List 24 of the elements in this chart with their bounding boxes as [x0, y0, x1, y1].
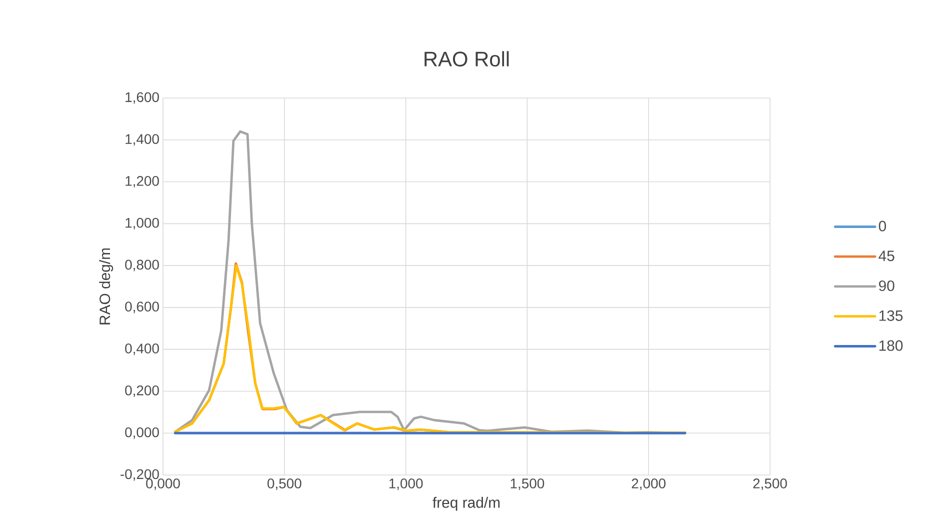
y-tick-label: 1,400: [126, 134, 159, 146]
x-tick-label: 1,000: [389, 478, 423, 490]
legend-label: 45: [878, 250, 894, 262]
legend-label: 90: [878, 280, 894, 292]
legend-label: 0: [878, 220, 886, 232]
x-axis-title: freq rad/m: [432, 496, 500, 511]
x-tick-label: 0,000: [146, 478, 180, 490]
x-tick-label: 0,500: [268, 478, 302, 490]
x-tick-label: 2,500: [753, 478, 787, 490]
y-tick-label: 0,400: [125, 344, 159, 356]
x-tick-label: 1,500: [510, 478, 544, 490]
y-axis-title: RAO deg/m: [99, 248, 114, 324]
y-tick-label: 0,200: [125, 385, 159, 397]
chart-title: RAO Roll: [424, 51, 509, 66]
y-tick-label: 0,600: [125, 302, 159, 314]
y-tick-label: -0,200: [120, 469, 159, 481]
x-tick-label: 2,000: [632, 478, 666, 490]
y-tick-label: 1,200: [126, 176, 159, 188]
y-tick-label: 0,000: [125, 427, 159, 439]
y-tick-label: 1,000: [126, 218, 159, 230]
y-tick-label: 0,800: [125, 260, 159, 272]
legend-label: 180: [879, 340, 903, 351]
legend-label: 135: [879, 310, 903, 321]
y-tick-label: 1,600: [126, 92, 159, 104]
